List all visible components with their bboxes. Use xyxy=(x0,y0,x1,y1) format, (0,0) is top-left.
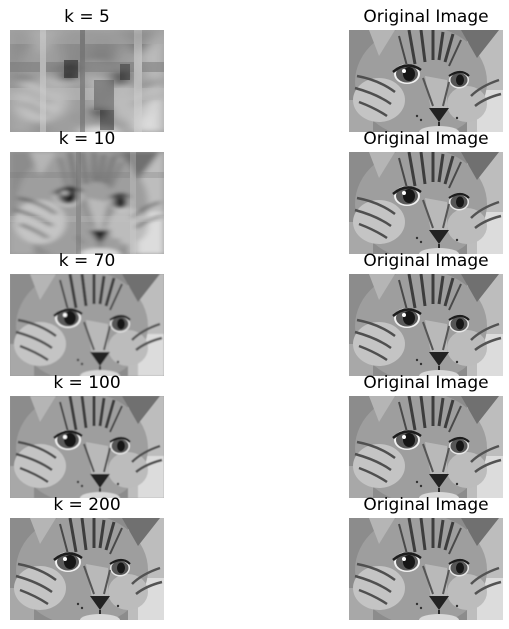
panel-title-k200: k = 200 xyxy=(53,495,121,515)
panel-title-k5: k = 5 xyxy=(64,7,110,27)
cat-original-image xyxy=(349,518,503,620)
cat-reconstruction-k70-image xyxy=(10,274,164,376)
cat-reconstruction-k100-image xyxy=(10,396,164,498)
cat-original-image xyxy=(349,30,503,132)
panel-title-original-3: Original Image xyxy=(363,251,489,271)
panel-title-original-4: Original Image xyxy=(363,373,489,393)
cat-reconstruction-k10-image xyxy=(10,152,164,254)
panel-title-k100: k = 100 xyxy=(53,373,121,393)
cat-reconstruction-k200-image xyxy=(10,518,164,620)
panel-title-original-1: Original Image xyxy=(363,7,489,27)
panel-title-k70: k = 70 xyxy=(58,251,116,271)
cat-original-image xyxy=(349,152,503,254)
cat-original-image xyxy=(349,274,503,376)
panel-title-k10: k = 10 xyxy=(58,129,116,149)
panel-title-original-5: Original Image xyxy=(363,495,489,515)
panel-title-original-2: Original Image xyxy=(363,129,489,149)
cat-reconstruction-k5-image xyxy=(10,30,164,132)
cat-original-image xyxy=(349,396,503,498)
